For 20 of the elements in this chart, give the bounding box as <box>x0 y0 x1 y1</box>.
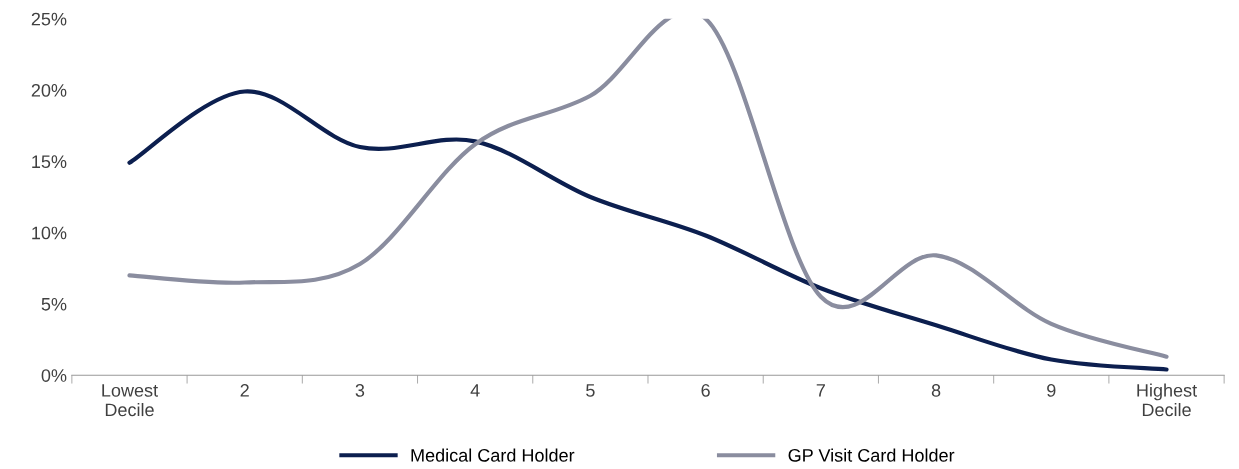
y-tick-label: 0% <box>41 369 67 382</box>
x-tick-label: 9 <box>1047 384 1056 397</box>
y-tick-label: 10% <box>32 226 67 240</box>
y-tick-label: 5% <box>41 297 67 311</box>
x-tick-label: 6 <box>701 384 710 397</box>
x-tick-label: 5 <box>586 384 595 397</box>
x-tick-label: Highest Decile <box>1137 383 1197 417</box>
y-tick-label: 25% <box>31 12 67 26</box>
x-tick-label: Lowest Decile <box>102 384 158 417</box>
legend-label: GP Visit Card Holder <box>788 448 955 462</box>
line-series <box>127 18 1169 359</box>
x-tick-label: 3 <box>355 384 365 397</box>
line-series <box>127 89 1169 372</box>
y-tick-label: 20% <box>31 83 67 97</box>
x-tick-label: 4 <box>470 384 480 397</box>
legend-label: Medical Card Holder <box>411 448 575 462</box>
x-tick-label: 8 <box>931 384 941 397</box>
y-tick-label: 15% <box>32 155 67 169</box>
x-tick-label: 2 <box>240 384 249 397</box>
x-tick-label: 7 <box>816 384 825 397</box>
